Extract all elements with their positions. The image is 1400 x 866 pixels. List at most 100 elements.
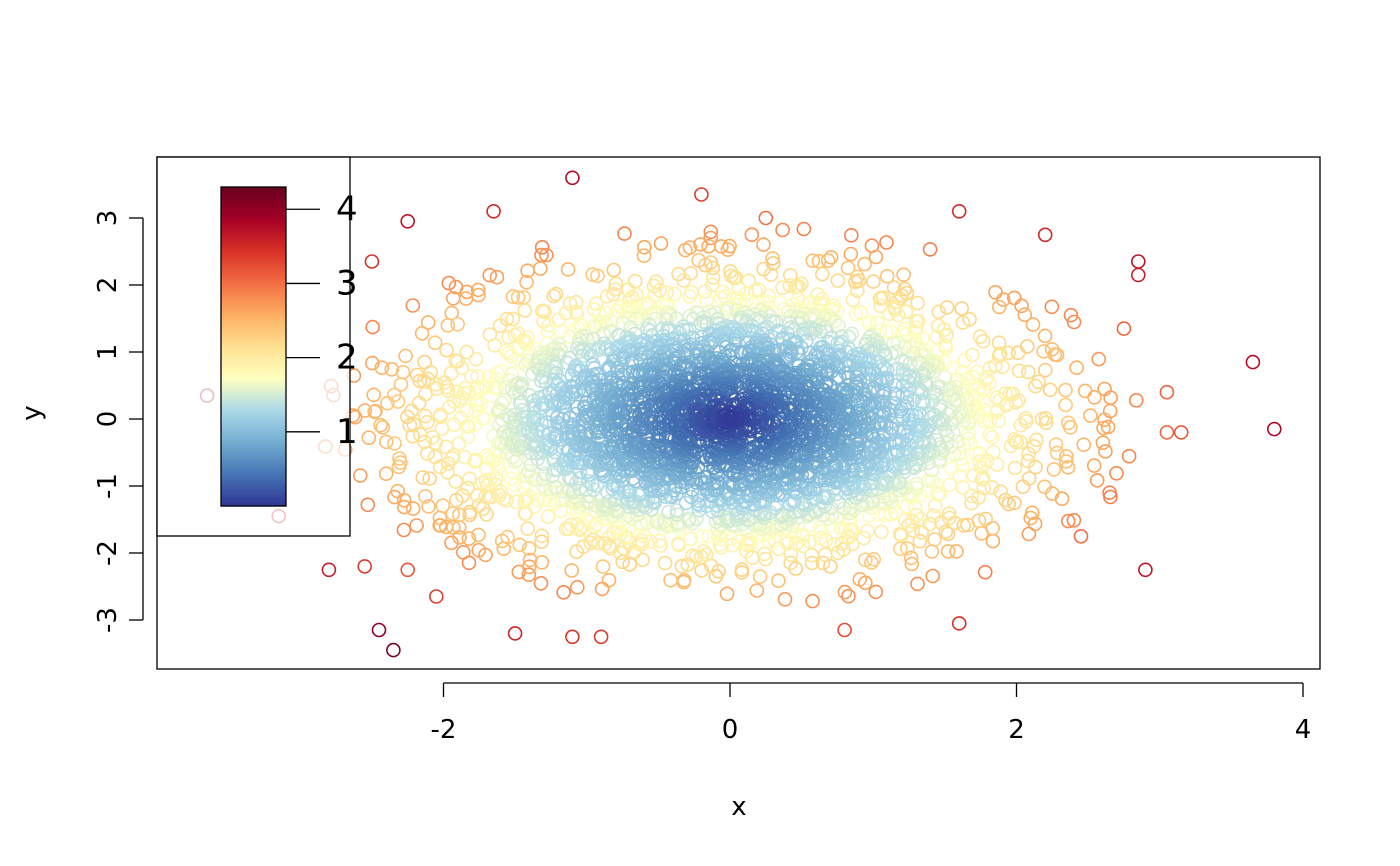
scatter-point xyxy=(427,449,443,465)
scatter-point xyxy=(1138,562,1153,578)
scatter-point xyxy=(815,490,831,505)
colorbar-segment xyxy=(221,482,286,486)
scatter-point xyxy=(1006,495,1022,511)
scatter-point xyxy=(701,238,717,254)
scatter-point xyxy=(445,506,461,521)
scatter-point xyxy=(371,622,387,638)
scatter-point xyxy=(1020,339,1035,354)
scatter-point xyxy=(747,283,763,299)
scatter-point xyxy=(569,579,585,595)
scatter-point xyxy=(1014,298,1029,314)
colorbar-segment xyxy=(221,455,286,459)
colorbar-segment xyxy=(221,325,286,329)
scatter-point xyxy=(1095,435,1111,451)
scatter-point xyxy=(909,480,924,496)
scatter-point xyxy=(1086,458,1102,473)
colorbar-tick-label: 3 xyxy=(336,263,358,303)
scatter-point xyxy=(503,471,519,487)
scatter-point xyxy=(627,273,643,289)
colorbar-segment xyxy=(221,444,286,449)
scatter-point xyxy=(771,541,786,557)
scatter-point xyxy=(1058,397,1073,413)
scatter-point xyxy=(1007,460,1023,476)
scatter-point xyxy=(534,528,550,544)
scatter-point xyxy=(433,407,448,423)
scatter-point xyxy=(826,536,842,552)
colorbar-segment xyxy=(221,452,286,457)
scatter-point xyxy=(387,436,402,451)
scatter-point xyxy=(719,586,735,602)
scatter-point xyxy=(441,275,457,291)
scatter-point xyxy=(530,411,546,427)
scatter-point xyxy=(812,324,828,339)
colorbar-segment xyxy=(221,213,286,217)
scatter-point xyxy=(540,509,556,525)
scatter-point xyxy=(492,318,508,334)
scatter-point xyxy=(471,527,486,543)
scatter-point xyxy=(614,356,630,372)
scatter-point xyxy=(982,427,998,442)
scatter-point xyxy=(631,487,646,503)
scatter-point xyxy=(487,477,503,492)
scatter-point xyxy=(1046,462,1062,477)
scatter-point xyxy=(837,622,852,638)
scatter-point xyxy=(520,521,536,536)
scatter-point xyxy=(534,554,550,570)
scatter-point xyxy=(1173,425,1189,440)
colorbar-segment xyxy=(221,229,286,233)
scatter-point xyxy=(366,387,382,403)
scatter-point xyxy=(954,301,970,316)
scatter-point xyxy=(1109,465,1124,481)
scatter-point xyxy=(803,325,819,341)
scatter-point xyxy=(519,274,534,290)
scatter-point xyxy=(444,535,459,551)
scatter-point xyxy=(621,331,637,347)
scatter-point xyxy=(512,395,528,411)
scatter-point xyxy=(942,510,957,526)
scatter-point xyxy=(868,249,884,265)
scatter-point xyxy=(879,268,895,284)
colorbar-segment xyxy=(221,423,286,427)
colorbar-segment xyxy=(221,354,286,358)
colorbar-segment xyxy=(221,258,286,263)
scatter-point xyxy=(863,475,879,491)
scatter-point xyxy=(755,527,771,542)
scatter-point xyxy=(606,262,622,278)
scatter-point xyxy=(661,305,677,321)
scatter-point xyxy=(651,434,666,449)
colorbar-segment xyxy=(221,322,286,326)
scatter-point xyxy=(556,584,571,600)
scatter-point xyxy=(837,584,853,600)
scatter-point xyxy=(1034,411,1050,427)
scatter-point xyxy=(845,292,861,308)
scatter-point xyxy=(517,303,533,318)
scatter-point xyxy=(756,546,772,562)
colorbar-segment xyxy=(221,301,286,305)
scatter-point xyxy=(849,369,864,385)
scatter-point xyxy=(849,350,865,366)
scatter-point xyxy=(521,567,537,583)
scatter-point xyxy=(661,504,676,520)
scatter-point xyxy=(962,311,977,327)
scatter-point xyxy=(490,456,506,472)
scatter-point xyxy=(546,288,562,304)
colorbar-segment xyxy=(221,216,286,220)
colorbar-segment xyxy=(221,277,286,281)
scatter-point xyxy=(683,489,699,505)
scatter-point xyxy=(487,337,503,353)
scatter-point xyxy=(534,240,550,255)
scatter-point xyxy=(682,288,697,304)
scatter-point xyxy=(865,381,881,397)
scatter-point xyxy=(652,282,668,298)
scatter-point xyxy=(971,407,987,423)
scatter-point xyxy=(617,515,632,530)
colorbar-segment xyxy=(221,330,286,334)
scatter-point xyxy=(896,267,911,283)
scatter-point xyxy=(512,385,528,401)
scatter-point xyxy=(938,340,954,356)
scatter-point xyxy=(440,464,455,480)
scatter-point xyxy=(1060,460,1076,475)
colorbar-segment xyxy=(221,487,286,491)
scatter-point xyxy=(451,394,467,409)
